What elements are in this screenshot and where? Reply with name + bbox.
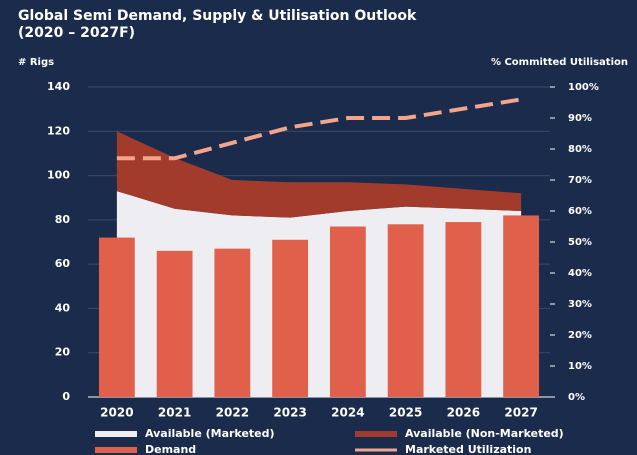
x-tick-label: 2022 — [216, 406, 249, 420]
x-tick-label: 2026 — [447, 406, 480, 420]
y2-tick-label: 100% — [568, 82, 599, 93]
bar — [98, 237, 135, 397]
x-tick-label: 2027 — [504, 406, 537, 420]
y2-tick-label: 40% — [568, 268, 592, 279]
chart-subtitle: (2020 – 2027F) — [18, 25, 135, 41]
y-tick-label: 40 — [55, 301, 71, 314]
legend-label: Demand — [145, 443, 196, 455]
y2-tick-label: 20% — [568, 330, 592, 341]
legend-swatch — [355, 431, 397, 437]
y2-tick-label: 30% — [568, 299, 592, 310]
bar — [445, 222, 482, 397]
y-tick-label: 100 — [47, 169, 70, 182]
y2-tick-label: 10% — [568, 361, 592, 372]
legend-swatch — [95, 431, 137, 437]
legend-label: Marketed Utilization — [405, 443, 531, 455]
x-tick-label: 2024 — [331, 406, 364, 420]
bar — [329, 226, 366, 397]
x-tick-label: 2020 — [100, 406, 133, 420]
y-tick-label: 60 — [55, 257, 71, 270]
bar — [272, 239, 309, 397]
bar — [214, 248, 251, 397]
y-tick-label: 0 — [62, 390, 70, 403]
y-tick-label: 120 — [47, 124, 70, 137]
y-axis-label: # Rigs — [18, 57, 54, 68]
legend-label: Available (Marketed) — [145, 427, 275, 440]
x-tick-label: 2025 — [389, 406, 422, 420]
legend-label: Available (Non-Marketed) — [405, 427, 564, 440]
y-tick-label: 20 — [55, 346, 71, 359]
y2-tick-label: 0% — [568, 392, 585, 403]
y2-tick-label: 90% — [568, 113, 592, 124]
y2-tick-label: 70% — [568, 175, 592, 186]
legend-swatch — [95, 447, 137, 453]
y-tick-label: 140 — [47, 80, 70, 93]
bar — [156, 250, 193, 397]
y2-axis-label: % Committed Utilisation — [491, 57, 628, 68]
chart-title: Global Semi Demand, Supply & Utilisation… — [18, 8, 417, 24]
area — [116, 131, 522, 218]
x-tick-label: 2021 — [158, 406, 191, 420]
y2-tick-label: 60% — [568, 206, 592, 217]
y2-tick-label: 80% — [568, 144, 592, 155]
legend-swatch — [355, 448, 397, 452]
line — [116, 97, 522, 161]
y2-tick-label: 50% — [568, 237, 592, 248]
bar — [503, 215, 540, 397]
y-tick-label: 80 — [55, 213, 71, 226]
bar — [387, 224, 424, 397]
x-tick-label: 2023 — [273, 406, 306, 420]
